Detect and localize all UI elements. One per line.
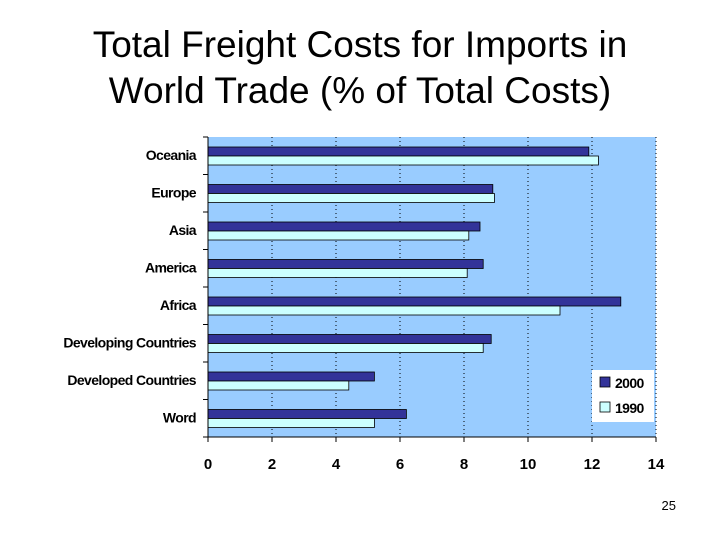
bars (207, 146, 622, 428)
bar-europe-1990 (207, 193, 495, 203)
bar-developing-countries-1990 (207, 343, 484, 353)
bar-asia-1990 (207, 230, 470, 241)
x-tick-label-2: 2 (268, 456, 276, 473)
bar-developing-countries-2000 (207, 334, 492, 344)
category-label-america: America (145, 260, 197, 276)
category-label-oceania: Oceania (146, 147, 197, 163)
plot-area (208, 137, 656, 437)
bar-asia-2000 (207, 221, 481, 232)
category-label-developed-countries: Developed Countries (67, 372, 196, 388)
bar-oceania-1990 (207, 155, 599, 166)
category-label-africa: Africa (160, 297, 197, 313)
category-label-word: Word (163, 410, 196, 426)
x-tick-label-8: 8 (460, 456, 468, 473)
category-labels: Oceania Europe Asia America Africa Developing… (63, 147, 197, 426)
bar-america-2000 (207, 259, 484, 269)
bar-developed-countries-1990 (207, 380, 350, 391)
category-label-europe: Europe (151, 185, 196, 201)
axes (203, 136, 657, 442)
bar-oceania-2000 (207, 146, 590, 157)
x-tick-labels: 0 2 4 6 8 10 12 14 (204, 456, 665, 473)
x-tick-label-4: 4 (332, 456, 341, 473)
category-label-developing-countries: Developing Countries (63, 335, 196, 351)
legend: 2000 1990 (592, 370, 654, 422)
bar-developed-countries-2000 (207, 371, 375, 382)
title-line-1: Total Freight Costs for Imports in (92, 24, 628, 65)
x-tick-label-6: 6 (396, 456, 404, 473)
legend-swatch-1990 (599, 401, 611, 413)
x-tick-label-14: 14 (648, 456, 665, 473)
x-tick-label-10: 10 (520, 456, 537, 473)
bar-word-2000 (207, 409, 407, 419)
title-line-2: World Trade (% of Total Costs) (108, 70, 612, 111)
bar-america-1990 (207, 268, 468, 278)
bar-africa-1990 (207, 305, 561, 316)
category-label-asia: Asia (169, 222, 197, 238)
legend-label-2000: 2000 (615, 375, 645, 391)
bar-europe-2000 (207, 184, 494, 194)
page-number: 25 (661, 498, 676, 513)
x-tick-label-12: 12 (584, 456, 601, 473)
slide-title: Total Freight Costs for Imports in World… (0, 22, 720, 114)
bar-africa-2000 (207, 296, 622, 307)
legend-label-1990: 1990 (615, 400, 645, 416)
bar-word-1990 (207, 418, 375, 428)
x-tick-label-0: 0 (204, 456, 212, 473)
legend-swatch-2000 (599, 376, 611, 388)
